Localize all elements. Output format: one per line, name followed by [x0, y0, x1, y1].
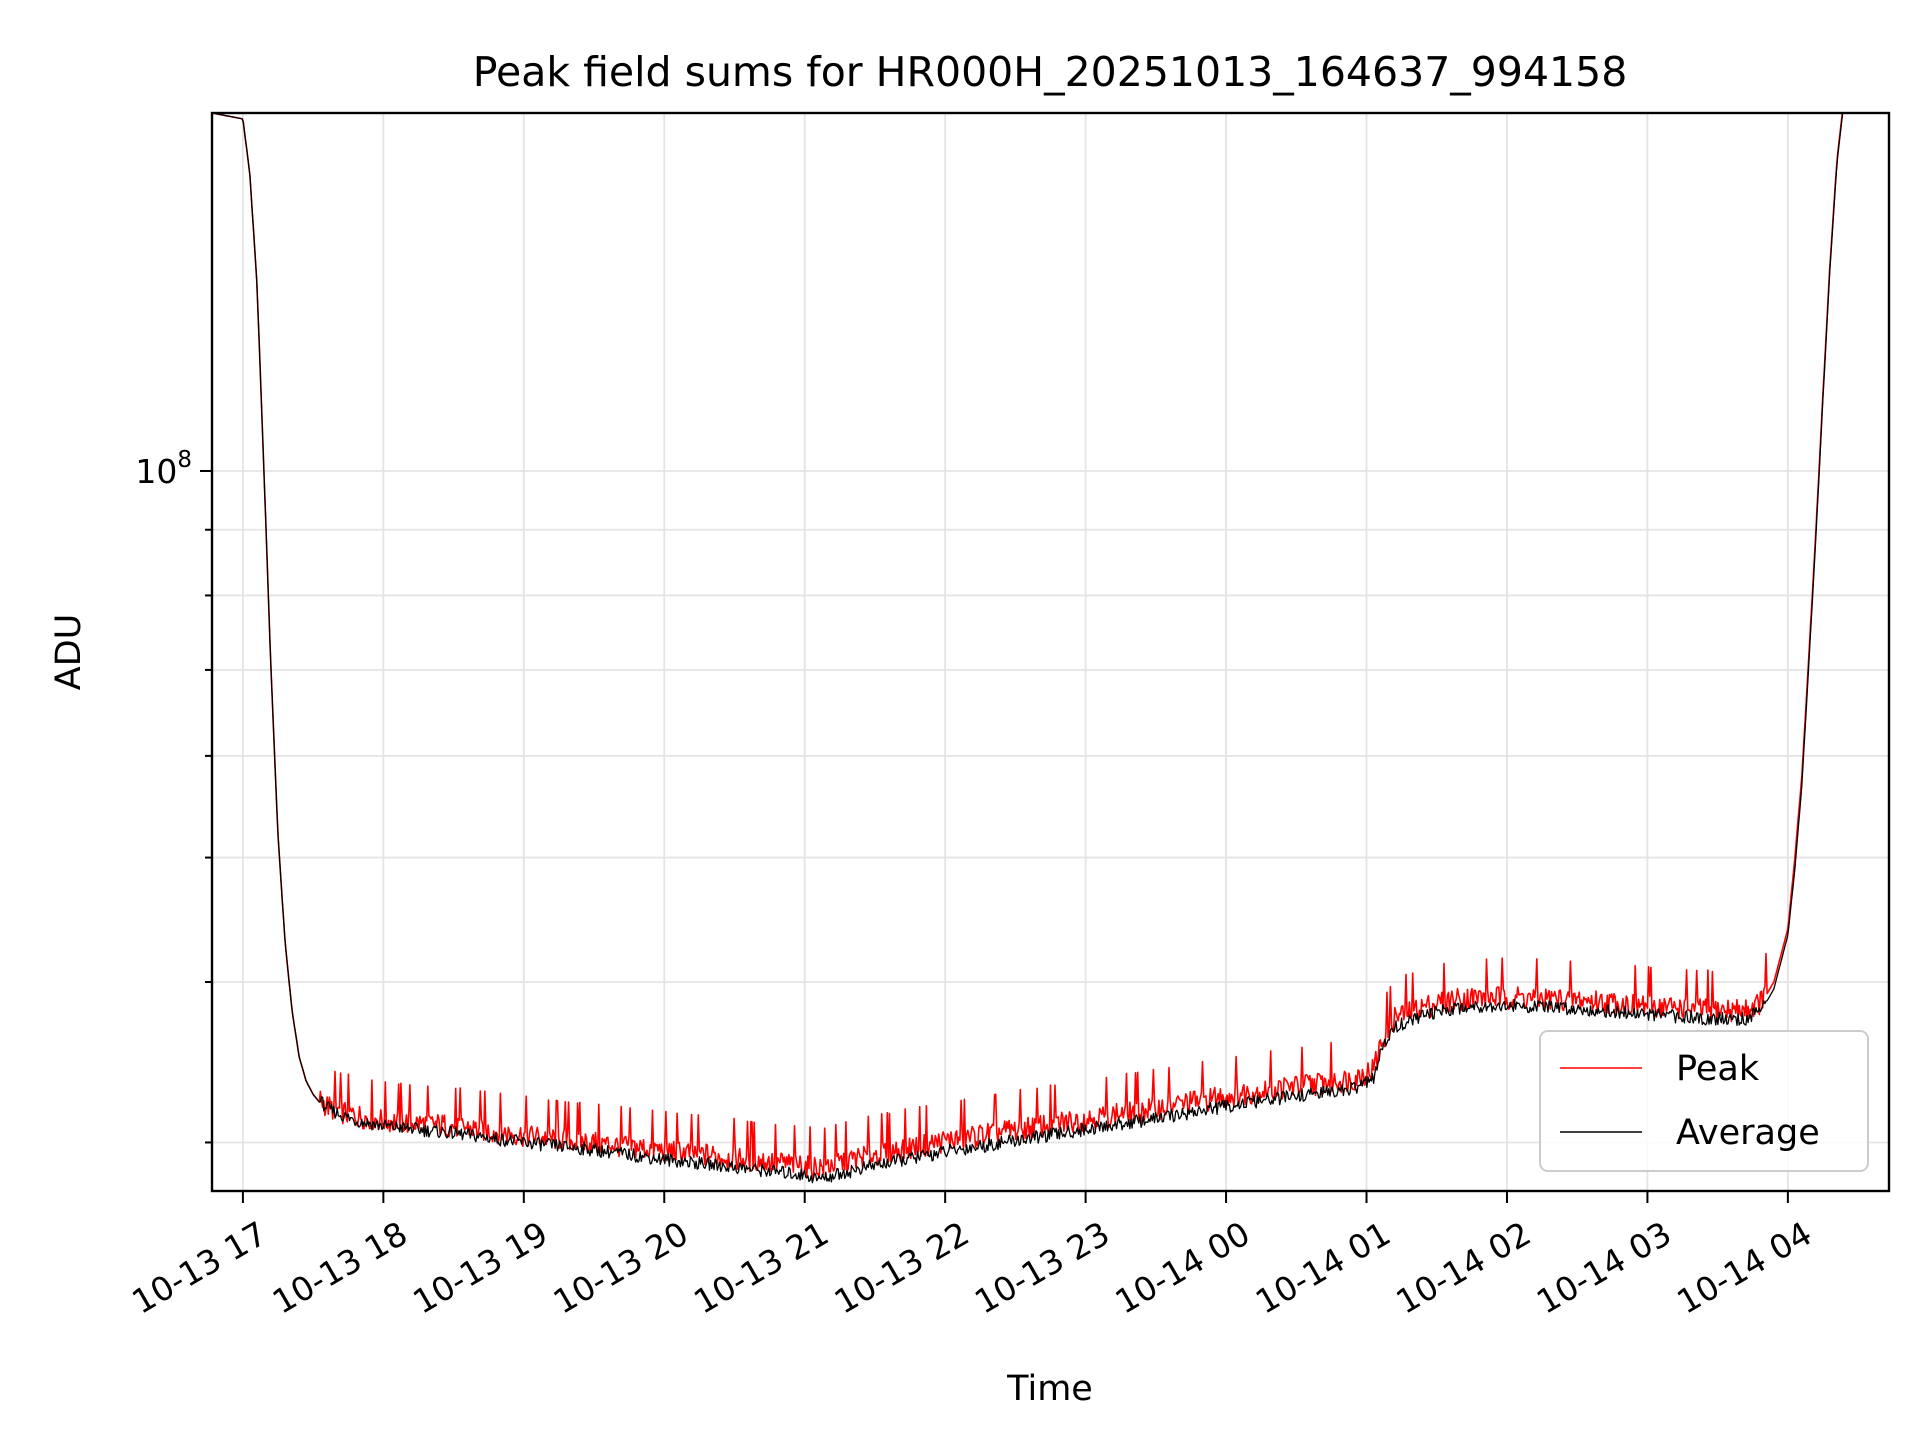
series-line-average — [212, 113, 1844, 1184]
legend-box — [1539, 1030, 1869, 1172]
y-axis-label: ADU — [49, 614, 89, 691]
axes-frame — [210, 111, 1891, 1193]
plot-area — [212, 113, 1889, 1191]
grid — [212, 113, 1889, 1191]
series-line-peak — [212, 113, 1844, 1180]
legend: Peak Average — [1539, 1030, 1869, 1172]
legend-average-label: Average — [1676, 1113, 1820, 1153]
x-axis-label: Time — [1006, 1369, 1093, 1409]
y-tick-label: 108 — [135, 447, 192, 491]
legend-peak-label: Peak — [1676, 1049, 1760, 1089]
series-group — [212, 113, 1844, 1184]
chart-title: Peak field sums for HR000H_20251013_1646… — [473, 48, 1628, 96]
